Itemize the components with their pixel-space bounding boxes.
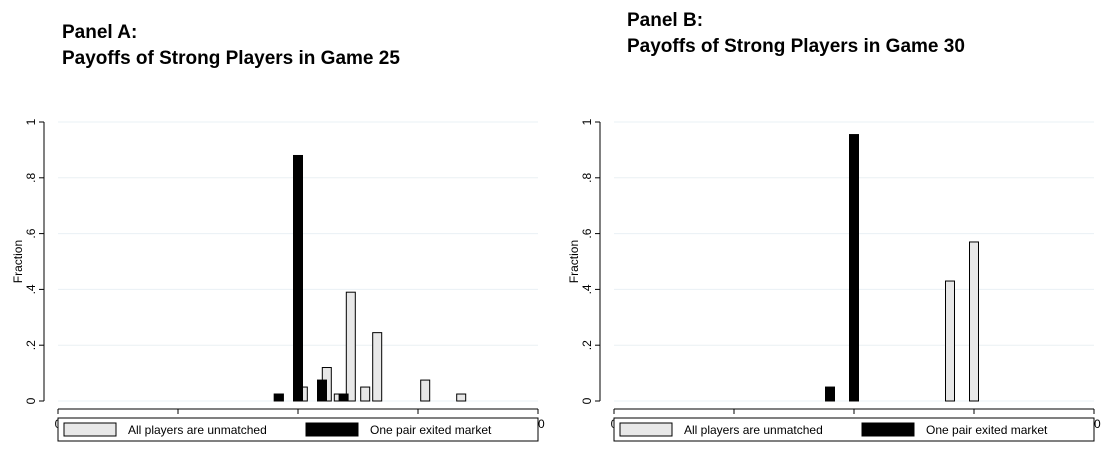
bar-unmatched (345, 291, 356, 402)
bar-unmatched (372, 332, 383, 402)
bar-exited (273, 393, 284, 402)
y-tick-label: 1 (580, 118, 594, 125)
bar-unmatched (360, 386, 371, 402)
chart-title: Payoffs of Strong Players in Game 30 (627, 36, 965, 57)
legend-swatch (63, 422, 117, 437)
bar-exited (293, 154, 303, 402)
y-axis-label: Fraction (11, 240, 25, 283)
legend-label: All players are unmatched (128, 423, 267, 437)
y-tick-label: .6 (24, 228, 38, 238)
bar-unmatched (945, 280, 955, 402)
chart-title: Payoffs of Strong Players in Game 25 (62, 48, 400, 69)
legend-swatch (619, 422, 673, 437)
legend-swatch (305, 422, 359, 437)
bar-unmatched (456, 393, 467, 402)
panel-label: Panel A: (62, 22, 138, 43)
y-tick-label: .2 (24, 340, 38, 350)
bar-exited (825, 386, 835, 402)
legend (613, 417, 1095, 442)
panel-a: Panel A: Payoffs of Strong Players in Ga… (0, 0, 555, 466)
y-axis-label: Fraction (567, 240, 581, 283)
panel-title: Panel B: Payoffs of Strong Players in Ga… (627, 8, 965, 60)
y-tick-label: 0 (580, 397, 594, 404)
legend-label: One pair exited market (926, 423, 1048, 437)
y-tick-label: .8 (24, 172, 38, 182)
bar-exited (338, 393, 349, 402)
legend-label: All players are unmatched (684, 423, 823, 437)
y-tick-label: .2 (580, 340, 594, 350)
bar-exited (317, 379, 327, 402)
y-tick-label: 1 (24, 118, 38, 125)
panel-title: Panel A: Payoffs of Strong Players in Ga… (62, 20, 400, 72)
bar-unmatched (969, 241, 979, 402)
bar-unmatched (420, 379, 431, 402)
panel-label: Panel B: (627, 10, 704, 31)
legend-swatch (861, 422, 915, 437)
panel-b: Panel B: Payoffs of Strong Players in Ga… (556, 0, 1111, 466)
y-tick-label: .4 (24, 284, 38, 294)
y-tick-label: 0 (24, 397, 38, 404)
legend-label: One pair exited market (370, 423, 492, 437)
y-tick-label: .4 (580, 284, 594, 294)
legend (57, 417, 539, 442)
y-tick-label: .8 (580, 172, 594, 182)
bar-exited (849, 134, 859, 402)
y-tick-label: .6 (580, 228, 594, 238)
